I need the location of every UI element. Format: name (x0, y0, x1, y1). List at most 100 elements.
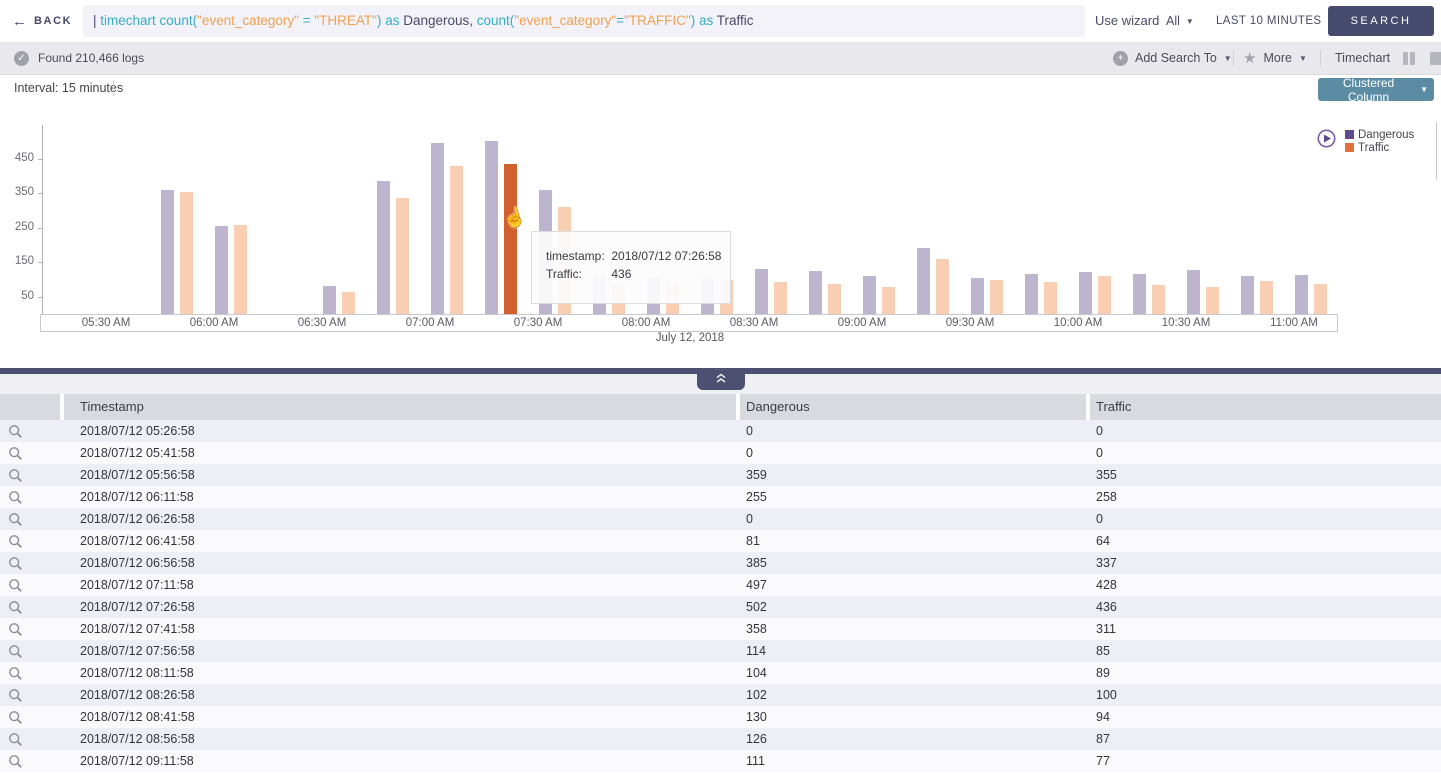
row-search-icon[interactable] (8, 644, 23, 659)
row-search-icon[interactable] (8, 490, 23, 505)
bar-dangerous[interactable] (809, 270, 822, 314)
bar-dangerous[interactable] (1025, 274, 1038, 314)
play-button[interactable] (1317, 129, 1336, 148)
row-search-icon[interactable] (8, 446, 23, 461)
row-search-icon[interactable] (8, 512, 23, 527)
chart-type-dropdown[interactable]: Clustered Column ▼ (1318, 76, 1434, 104)
add-search-to-button[interactable]: + Add Search To ▼ (1113, 42, 1232, 74)
table-row[interactable]: 2018/07/12 09:11:58 111 77 (0, 750, 1441, 772)
view-mode-group: Timechart (1335, 42, 1441, 74)
cell-timestamp: 2018/07/12 09:11:58 (80, 754, 194, 768)
found-text: Found 210,466 logs (38, 51, 145, 65)
row-search-icon[interactable] (8, 710, 23, 725)
table-row[interactable]: 2018/07/12 07:26:58 502 436 (0, 596, 1441, 618)
bar-dangerous[interactable] (1241, 275, 1254, 314)
bar-traffic[interactable] (1206, 286, 1219, 314)
bar-traffic[interactable] (396, 197, 409, 314)
bar-traffic[interactable] (234, 224, 247, 314)
bar-traffic[interactable] (342, 291, 355, 314)
row-search-icon[interactable] (8, 600, 23, 615)
bar-traffic[interactable] (828, 283, 841, 314)
bar-dangerous[interactable] (431, 142, 444, 314)
status-bar: ✓ Found 210,466 logs + Add Search To ▼ ★… (0, 42, 1441, 75)
row-search-icon[interactable] (8, 622, 23, 637)
cell-timestamp: 2018/07/12 06:56:58 (80, 556, 195, 570)
table-row[interactable]: 2018/07/12 07:11:58 497 428 (0, 574, 1441, 596)
bar-traffic[interactable] (1044, 282, 1057, 314)
bar-traffic[interactable] (1314, 283, 1327, 314)
column-view-icon[interactable] (1403, 51, 1416, 65)
bar-traffic[interactable] (1098, 276, 1111, 314)
scrollbar[interactable] (1436, 122, 1437, 180)
table-row[interactable]: 2018/07/12 05:56:58 359 355 (0, 464, 1441, 486)
row-search-icon[interactable] (8, 688, 23, 703)
use-wizard-link[interactable]: Use wizard (1095, 13, 1160, 28)
table-row[interactable]: 2018/07/12 07:56:58 114 85 (0, 640, 1441, 662)
row-search-icon[interactable] (8, 424, 23, 439)
row-search-icon[interactable] (8, 534, 23, 549)
row-search-icon[interactable] (8, 754, 23, 769)
scope-dropdown[interactable]: All ▼ (1166, 0, 1194, 42)
table-row[interactable]: 2018/07/12 05:41:58 0 0 (0, 442, 1441, 464)
bar-traffic[interactable] (450, 166, 463, 314)
cell-traffic: 355 (1096, 468, 1117, 482)
double-chevron-up-icon (716, 373, 726, 383)
bar-dangerous[interactable] (971, 278, 984, 314)
table-row[interactable]: 2018/07/12 06:11:58 255 258 (0, 486, 1441, 508)
back-button[interactable]: ← BACK (12, 0, 72, 42)
bar-dangerous[interactable] (161, 190, 174, 314)
x-axis-tick-label: 07:30 AM (513, 317, 563, 329)
bar-traffic[interactable] (882, 287, 895, 314)
y-axis-tick (38, 158, 42, 160)
table-row[interactable]: 2018/07/12 08:26:58 102 100 (0, 684, 1441, 706)
row-search-icon[interactable] (8, 468, 23, 483)
header-dangerous[interactable]: Dangerous (740, 394, 1086, 420)
more-button[interactable]: ★ More ▼ (1243, 42, 1307, 74)
table-row[interactable]: 2018/07/12 05:26:58 0 0 (0, 420, 1441, 442)
bar-dangerous[interactable] (755, 269, 768, 314)
bar-traffic[interactable] (180, 191, 193, 314)
x-axis-tick-label: 09:30 AM (945, 317, 995, 329)
bar-traffic[interactable] (504, 163, 517, 314)
collapse-chart-handle[interactable]: ···· (697, 367, 745, 390)
row-search-icon[interactable] (8, 666, 23, 681)
cell-timestamp: 2018/07/12 08:26:58 (80, 688, 195, 702)
row-search-icon[interactable] (8, 732, 23, 747)
table-row[interactable]: 2018/07/12 08:56:58 126 87 (0, 728, 1441, 750)
bar-traffic[interactable] (1260, 280, 1273, 314)
bar-dangerous[interactable] (215, 226, 228, 314)
bar-traffic[interactable] (936, 258, 949, 314)
header-traffic[interactable]: Traffic (1090, 394, 1441, 420)
bar-dangerous[interactable] (1295, 275, 1308, 314)
row-search-icon[interactable] (8, 556, 23, 571)
legend-swatch (1345, 143, 1354, 152)
bar-dangerous[interactable] (863, 275, 876, 314)
legend-item-traffic[interactable]: Traffic (1345, 141, 1414, 154)
header-timestamp[interactable]: Timestamp (64, 394, 736, 420)
table-row[interactable]: 2018/07/12 06:41:58 81 64 (0, 530, 1441, 552)
bar-traffic[interactable] (1152, 284, 1165, 314)
bar-traffic[interactable] (774, 281, 787, 314)
table-view-icon[interactable] (1430, 51, 1441, 65)
chevron-down-icon: ▼ (1420, 85, 1428, 94)
bar-traffic[interactable] (990, 280, 1003, 314)
bar-dangerous[interactable] (917, 248, 930, 314)
table-row[interactable]: 2018/07/12 08:41:58 130 94 (0, 706, 1441, 728)
bar-dangerous[interactable] (485, 140, 498, 314)
bar-dangerous[interactable] (1187, 270, 1200, 314)
search-button[interactable]: SEARCH (1328, 6, 1434, 36)
cell-dangerous: 114 (746, 644, 766, 658)
cell-traffic: 77 (1096, 754, 1110, 768)
legend-item-dangerous[interactable]: Dangerous (1345, 128, 1414, 141)
row-search-icon[interactable] (8, 578, 23, 593)
bar-dangerous[interactable] (323, 286, 336, 314)
query-input[interactable]: | timechart count("event_category" = "TH… (83, 5, 1085, 37)
table-row[interactable]: 2018/07/12 07:41:58 358 311 (0, 618, 1441, 640)
bar-dangerous[interactable] (1133, 273, 1146, 314)
bar-dangerous[interactable] (1079, 272, 1092, 314)
table-row[interactable]: 2018/07/12 08:11:58 104 89 (0, 662, 1441, 684)
table-row[interactable]: 2018/07/12 06:56:58 385 337 (0, 552, 1441, 574)
bar-dangerous[interactable] (377, 181, 390, 314)
table-row[interactable]: 2018/07/12 06:26:58 0 0 (0, 508, 1441, 530)
time-range-dropdown[interactable]: LAST 10 MINUTES ▼ (1216, 0, 1336, 42)
